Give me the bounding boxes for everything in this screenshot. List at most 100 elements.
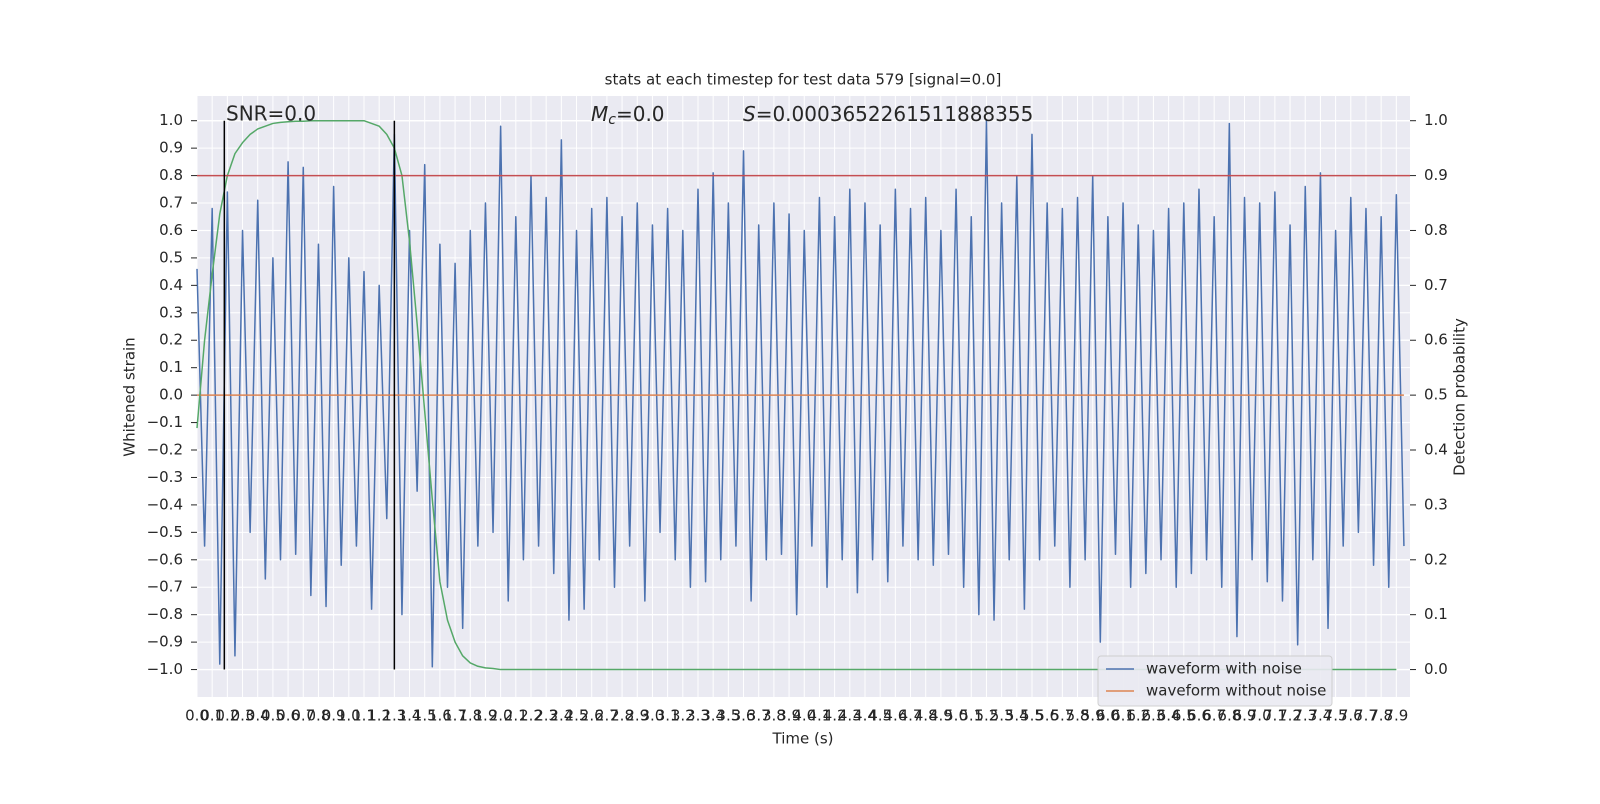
x-tick-label: 2.8 [610,707,634,725]
x-tick-label: 3.6 [732,707,756,725]
x-tick-label: 1.9 [474,707,498,725]
y-tick-label: 0.8 [159,166,183,184]
series-line [196,119,1397,671]
x-tick-label: 5.9 [1081,707,1105,725]
x-tick-label: 6.9 [1233,707,1257,725]
x-tick-label: 2.6 [580,707,604,725]
y-tick-label: −0.1 [147,413,183,431]
x-tick-label: 2.7 [595,707,619,725]
x-tick-label: 7.7 [1354,707,1378,725]
x-tick-label: 3.0 [641,707,665,725]
x-tick-label: 0.6 [276,707,300,725]
x-tick-label: 7.2 [1278,707,1302,725]
x-tick-label: 5.7 [1050,707,1074,725]
x-tick-label: 1.0 [337,707,361,725]
y2-tick-label: 0.4 [1424,441,1448,459]
x-tick-label: 4.5 [868,707,892,725]
x-tick-label: 1.8 [458,707,482,725]
x-tick-label: 1.4 [398,707,422,725]
y2-tick-label: 1.0 [1424,111,1448,129]
annotation-subscript: c [608,112,616,128]
y-tick-label: −1.0 [147,660,183,678]
x-tick-label: 7.5 [1324,707,1348,725]
y-tick-label: 0.1 [159,358,183,376]
y2-axis-label: Detection probability [1451,318,1469,476]
x-tick-label: 0.1 [200,707,224,725]
y-tick-label: −0.8 [147,605,183,623]
x-tick-label: 3.1 [656,707,680,725]
x-tick-label: 0.2 [215,707,239,725]
x-axis-label: Time (s) [772,730,834,748]
x-tick-label: 1.5 [413,707,437,725]
x-tick-label: 6.2 [1126,707,1150,725]
x-tick-label: 0.7 [291,707,315,725]
x-tick-label: 4.2 [823,707,847,725]
y2-tick-label: 0.7 [1424,276,1448,294]
x-tick-label: 1.1 [352,707,376,725]
x-tick-label: 5.5 [1020,707,1044,725]
x-tick-label: 3.5 [716,707,740,725]
x-tick-label: 1.2 [367,707,391,725]
annotation: Mc=0.0 [591,102,665,129]
x-tick-label: 3.7 [747,707,771,725]
y2-tick-label: 0.6 [1424,331,1448,349]
y-axis-label: Whitened strain [121,337,139,456]
legend: waveform with noise waveform without nois… [1097,655,1333,707]
y-tick-label: 0.5 [159,248,183,266]
y2-tick-label: 0.9 [1424,166,1448,184]
legend-label: waveform without noise [1146,682,1326,700]
y-tick-label: 0.6 [159,221,183,239]
grid [196,96,1410,697]
x-tick-label: 6.3 [1142,707,1166,725]
x-tick-label: 5.4 [1005,707,1029,725]
x-tick-label: 2.1 [504,707,528,725]
y2-tick-label: 0.2 [1424,550,1448,568]
x-tick-label: 6.0 [1096,707,1120,725]
x-tick-label: 2.0 [489,707,513,725]
x-tick-label: 7.8 [1369,707,1393,725]
x-tick-label: 0.5 [261,707,285,725]
y2-tick-label: 0.1 [1424,605,1448,623]
y2-tick-label: 0.0 [1424,660,1448,678]
x-tick-label: 5.8 [1066,707,1090,725]
y-tick-label: 1.0 [159,111,183,129]
annotation-symbol: S [743,102,756,126]
x-tick-label: 5.0 [944,707,968,725]
x-tick-label: 0.0 [185,707,209,725]
x-tick-label: 6.5 [1172,707,1196,725]
x-tick-label: 5.2 [975,707,999,725]
x-tick-label: 2.2 [519,707,543,725]
y-tick-label: 0.9 [159,139,183,157]
series-line [196,119,1405,668]
x-tick-label: 7.1 [1263,707,1287,725]
x-tick-label: 1.3 [382,707,406,725]
chart-title: stats at each timestep for test data 579… [605,71,1002,89]
legend-box [1097,655,1333,707]
y-tick-label: 0.0 [159,386,183,404]
x-tick-label: 6.7 [1202,707,1226,725]
y-tick-label: −0.5 [147,523,183,541]
x-tick-label: 3.4 [701,707,725,725]
x-tick-label: 0.8 [307,707,331,725]
y-tick-label: 0.3 [159,303,183,321]
x-tick-label: 2.5 [565,707,589,725]
x-tick-label: 7.4 [1308,707,1332,725]
x-tick-label: 2.9 [625,707,649,725]
x-tick-label: 2.4 [549,707,573,725]
x-tick-label: 4.8 [914,707,938,725]
marks [196,119,1410,671]
x-tick-label: 4.4 [853,707,877,725]
annotation-text: =0.0003652261511888355 [756,102,1034,126]
x-tick-label: 0.3 [231,707,255,725]
x-tick-label: 4.1 [808,707,832,725]
x-tick-label: 1.7 [443,707,467,725]
y2-tick-label: 0.5 [1424,386,1448,404]
x-tick-label: 0.9 [322,707,346,725]
annotation-text: =0.0 [616,102,665,126]
legend-label: waveform with noise [1146,660,1302,678]
x-tick-label: 5.6 [1035,707,1059,725]
x-tick-label: 7.3 [1293,707,1317,725]
x-tick-label: 3.9 [777,707,801,725]
y-tick-label: 0.4 [159,276,183,294]
